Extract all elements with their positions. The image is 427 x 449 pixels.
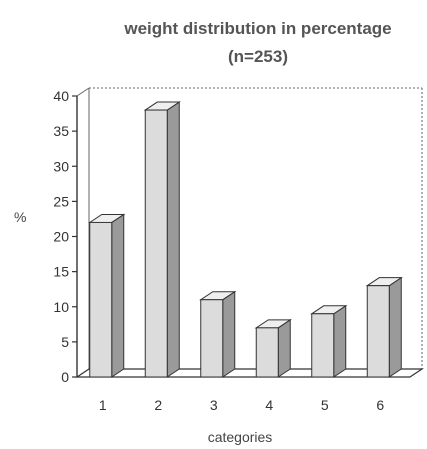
frame-corner-edge xyxy=(76,87,90,97)
bar-side-face xyxy=(166,101,180,378)
bar xyxy=(88,213,126,378)
bars xyxy=(88,101,403,378)
x-tick-label: 5 xyxy=(321,397,329,413)
bar-front-face xyxy=(366,285,390,378)
bar xyxy=(254,318,292,378)
bar xyxy=(199,290,237,378)
bar-front-face xyxy=(89,221,113,378)
bar-side-face xyxy=(111,213,125,378)
x-tick-label: 3 xyxy=(210,397,218,413)
bar xyxy=(365,276,403,378)
bar xyxy=(310,304,348,378)
x-axis-label: categories xyxy=(208,429,273,445)
bar-side-face xyxy=(222,290,236,378)
bar-side-face xyxy=(277,318,291,378)
bar xyxy=(143,101,181,378)
bar-side-face xyxy=(333,304,347,378)
x-tick-label: 4 xyxy=(265,397,273,413)
x-axis-ticks: 1 2 3 4 5 6 xyxy=(99,397,385,413)
x-tick-label: 2 xyxy=(154,397,162,413)
y-axis-ticks: 0 5 10 15 20 25 30 35 40 xyxy=(53,88,77,385)
bar-front-face xyxy=(144,109,168,378)
floor-plane xyxy=(75,368,424,378)
bar-front-face xyxy=(200,299,224,378)
y-tick-label: 40 xyxy=(53,88,69,104)
chart-title: weight distribution in percentage xyxy=(123,19,391,38)
y-axis-label: % xyxy=(14,209,26,225)
y-tick-label: 10 xyxy=(53,299,69,315)
x-tick-label: 1 xyxy=(99,397,107,413)
y-tick-label: 15 xyxy=(53,264,69,280)
y-tick-label: 20 xyxy=(53,229,69,245)
y-tick-label: 35 xyxy=(53,123,69,139)
y-tick-label: 5 xyxy=(61,334,69,350)
y-tick-label: 0 xyxy=(61,369,69,385)
x-tick-label: 6 xyxy=(376,397,384,413)
y-tick-label: 30 xyxy=(53,158,69,174)
y-tick-label: 25 xyxy=(53,193,69,209)
bar-front-face xyxy=(311,313,335,378)
bar-side-face xyxy=(388,276,402,378)
bar-front-face xyxy=(255,327,279,378)
chart-subtitle: (n=253) xyxy=(228,47,288,66)
